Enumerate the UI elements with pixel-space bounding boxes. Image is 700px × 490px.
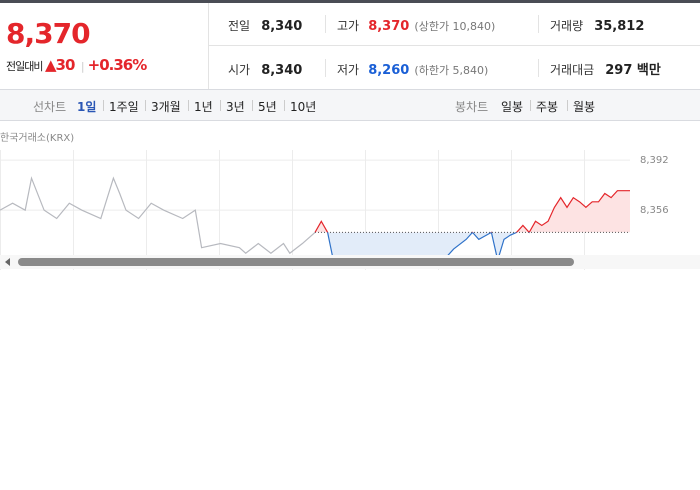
price-line <box>0 176 316 255</box>
tab[interactable]: 3년 <box>226 100 245 114</box>
limit: (하한가 5,840) <box>414 64 489 77</box>
tab[interactable]: 3개월 <box>151 100 181 114</box>
tab[interactable]: 1일 <box>77 100 97 114</box>
tab[interactable]: 일봉 <box>501 100 524 114</box>
divider <box>538 59 539 77</box>
y-tick-label: 8,392 <box>640 155 669 166</box>
tab[interactable]: 5년 <box>258 100 277 114</box>
tab-group-label: 봉차트 <box>455 100 489 114</box>
tab-separator <box>284 100 285 111</box>
divider <box>209 45 700 46</box>
stat-label: 시가 <box>228 63 251 77</box>
scrollbar[interactable] <box>0 255 700 269</box>
tab-separator <box>145 100 146 111</box>
tab-bar: 선차트 봉차트 1일 1주일 3개월 1년 3년 5년 10년 일봉 주봉 월봉 <box>0 89 700 121</box>
source-label: 한국거래소(KRX) <box>0 132 74 144</box>
stat-label: 거래량 <box>550 19 584 33</box>
tab-separator <box>530 100 531 111</box>
tab[interactable]: 10년 <box>290 100 317 114</box>
up-arrow: ▲ <box>44 56 57 74</box>
area-above <box>315 190 630 233</box>
limit: (상한가 10,840) <box>414 20 496 33</box>
current-price: 8,370 <box>6 17 91 50</box>
tab-group-label: 선차트 <box>33 100 67 114</box>
change-pct: +0.36% <box>87 56 148 74</box>
stat-value: 8,260 <box>368 63 410 78</box>
stat-value: 35,812 <box>594 19 645 34</box>
divider <box>538 15 539 33</box>
stat-value: 297 백만 <box>605 63 661 78</box>
stock-widget: 8,370 전일대비 ▲30 | +0.36% 전일 8,340 고가 8,370… <box>0 0 700 270</box>
stat-label: 저가 <box>337 63 360 77</box>
price-line-up <box>314 190 630 233</box>
tab[interactable]: 월봉 <box>573 100 596 114</box>
scroll-left[interactable] <box>5 258 10 266</box>
tab-separator <box>220 100 221 111</box>
stat-value: 8,340 <box>261 63 303 78</box>
tab-separator <box>252 100 253 111</box>
change-row: 전일대비 ▲30 | +0.36% <box>6 56 148 74</box>
stat-value: 8,340 <box>261 19 303 34</box>
scroll-thumb[interactable] <box>18 258 574 266</box>
tab-separator <box>567 100 568 111</box>
stat-label: 고가 <box>337 19 360 33</box>
y-tick-label: 8,356 <box>640 205 669 216</box>
tab[interactable]: 주봉 <box>536 100 559 114</box>
divider <box>208 3 209 89</box>
tab-separator <box>188 100 189 111</box>
stat-label: 거래대금 <box>550 63 595 77</box>
change-label: 전일대비 <box>6 60 43 73</box>
stat-label: 전일 <box>228 19 251 33</box>
tab[interactable]: 1주일 <box>109 100 139 114</box>
tab[interactable]: 1년 <box>194 100 213 114</box>
divider: | <box>80 60 85 73</box>
change: 30 <box>55 56 76 74</box>
divider <box>325 15 326 33</box>
tab-separator <box>103 100 104 111</box>
stat-value: 8,370 <box>368 19 410 34</box>
divider <box>325 59 326 77</box>
